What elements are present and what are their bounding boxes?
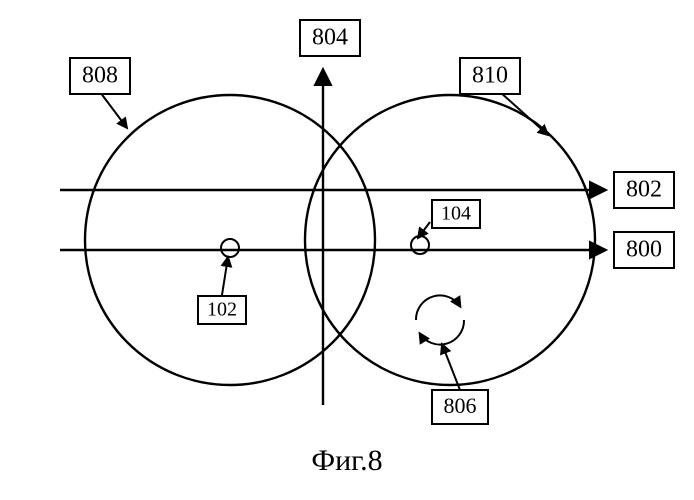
label-104: 104 <box>432 200 480 228</box>
label-800-text: 800 <box>626 237 662 263</box>
label-102: 102 <box>198 296 246 324</box>
label-806: 806 <box>432 390 488 424</box>
callout-810 <box>500 92 548 135</box>
swirl-806 <box>416 295 464 344</box>
label-802-text: 802 <box>626 177 662 203</box>
label-804: 804 <box>300 20 360 56</box>
callout-806 <box>442 344 460 390</box>
marker-102 <box>221 239 239 257</box>
callout-104 <box>418 222 430 238</box>
label-800: 800 <box>614 232 674 268</box>
label-810: 810 <box>460 58 520 94</box>
label-808: 808 <box>70 58 130 94</box>
callout-102 <box>222 257 228 295</box>
label-808-text: 808 <box>82 63 118 89</box>
label-804-text: 804 <box>312 25 348 51</box>
label-104-text: 104 <box>441 203 471 225</box>
label-806-text: 806 <box>444 393 477 418</box>
label-102-text: 102 <box>207 299 237 321</box>
marker-104 <box>411 236 429 254</box>
figure-caption: Фиг.8 <box>311 444 382 477</box>
callout-808 <box>100 92 127 128</box>
label-810-text: 810 <box>472 63 508 89</box>
label-802: 802 <box>614 172 674 208</box>
